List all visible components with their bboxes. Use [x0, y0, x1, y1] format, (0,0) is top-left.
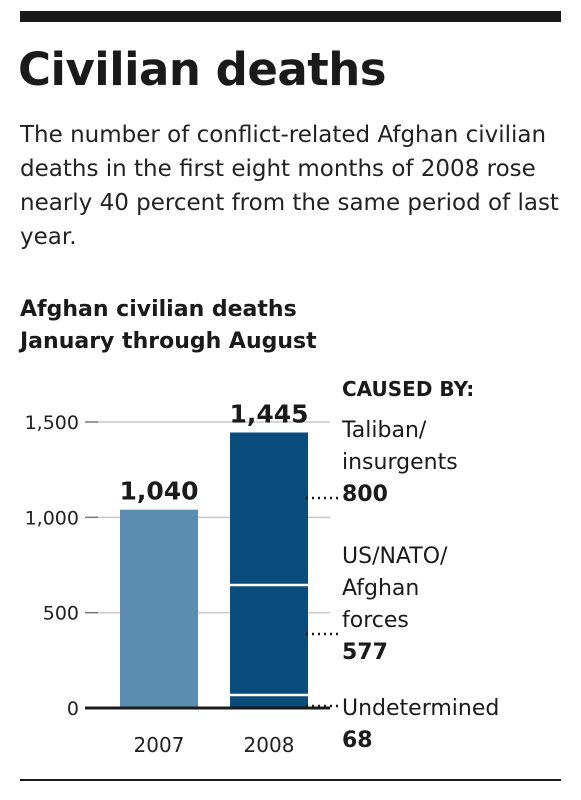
legend-value: 800 — [342, 482, 388, 507]
bar-2008 — [230, 432, 308, 708]
bottom-rule — [20, 779, 561, 781]
legend-label: US/NATO/ — [342, 544, 448, 569]
legend-label: forces — [342, 608, 409, 633]
bar-2007 — [120, 509, 198, 708]
chart-title-line-2: January through August — [20, 329, 317, 354]
page-title: Civilian deaths — [18, 43, 387, 96]
legend-label: insurgents — [342, 450, 458, 475]
legend-label: Undetermined — [342, 696, 499, 721]
y-tick-label: 0 — [67, 698, 79, 720]
chart-title: Afghan civilian deaths January through A… — [20, 294, 317, 358]
bar-value-label: 1,040 — [119, 477, 198, 506]
y-tick-label: 1,500 — [25, 412, 79, 434]
top-rule — [20, 11, 561, 22]
legend-label: Afghan — [342, 576, 419, 601]
page-subtitle: The number of conflict-related Afghan ci… — [20, 122, 559, 250]
x-tick-label: 2008 — [244, 733, 295, 757]
legend-value: 577 — [342, 640, 388, 665]
legend-label: Taliban/ — [341, 418, 427, 443]
chart-title-line-1: Afghan civilian deaths — [20, 297, 297, 322]
x-tick-label: 2007 — [134, 733, 185, 757]
y-tick-label: 1,000 — [25, 507, 79, 529]
y-tick-label: 500 — [43, 603, 79, 625]
legend-value: 68 — [342, 728, 373, 753]
bar-value-label: 1,445 — [229, 399, 308, 428]
legend-title: CAUSED BY: — [342, 377, 474, 401]
